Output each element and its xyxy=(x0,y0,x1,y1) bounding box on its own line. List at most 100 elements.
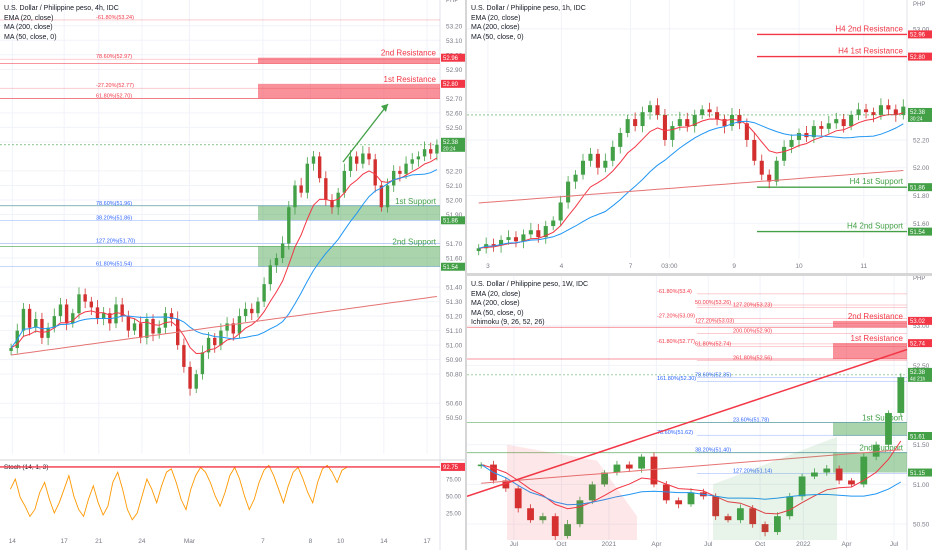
candle-body xyxy=(886,105,891,110)
candle-body xyxy=(52,316,56,328)
projection-arrow xyxy=(342,103,389,163)
price-tag-bg xyxy=(908,52,932,61)
panel-divider-vertical[interactable] xyxy=(465,0,467,550)
fib-label: -27.20%(53.09) xyxy=(657,314,695,320)
fib-label: -61.80%(53.4) xyxy=(657,289,692,295)
y-tick-label: 53.10 xyxy=(446,38,463,45)
candle-body xyxy=(885,412,892,445)
zone-label: 2nd Support xyxy=(392,237,436,246)
x-tick-label: Apr xyxy=(651,541,662,548)
candle-body xyxy=(610,146,615,161)
zone-label: 1st Support xyxy=(862,414,904,423)
chart-panel-4h[interactable]: 53.2053.1053.0052.9052.7052.6052.5052.40… xyxy=(0,0,465,550)
stoch-badge-bg xyxy=(441,462,465,471)
candle-body xyxy=(250,308,254,314)
candle-body xyxy=(893,109,898,115)
candle-body xyxy=(317,156,322,179)
y-tick-label: 51.90 xyxy=(446,212,463,219)
fib-label: 61.80%(52.70) xyxy=(96,93,132,99)
ma200-line xyxy=(478,170,904,204)
chart-4h-plot[interactable]: 53.2053.1053.0052.9052.7052.6052.5052.40… xyxy=(0,0,465,550)
price-tag-bg xyxy=(441,79,465,88)
candle-body xyxy=(761,524,769,533)
ma50-line xyxy=(478,120,904,249)
y-tick-label: 51.50 xyxy=(913,442,930,449)
last-price-countdown: 20:24 xyxy=(443,146,456,152)
candle-body xyxy=(182,345,186,367)
x-tick-label: Jul xyxy=(704,541,713,548)
y-tick-label: 52.20 xyxy=(446,168,463,175)
x-tick-label: Jul xyxy=(890,541,899,548)
zone-band xyxy=(833,452,907,473)
candle-body xyxy=(120,304,124,317)
candle-body xyxy=(361,153,365,164)
price-tag-bg xyxy=(908,227,932,236)
y-tick-label: 53.00 xyxy=(913,323,930,330)
candle-body xyxy=(872,444,880,457)
candle-body xyxy=(126,316,131,331)
candle-body xyxy=(823,468,831,473)
x-tick-label: Oct xyxy=(556,541,566,548)
candle-body xyxy=(422,149,427,157)
x-tick-label: Apr xyxy=(841,541,852,548)
candle-body xyxy=(89,301,94,308)
candle-body xyxy=(536,230,541,238)
candle-body xyxy=(145,319,149,338)
candle-body xyxy=(404,163,408,174)
candle-body xyxy=(330,199,334,208)
y-tick-label: 52.60 xyxy=(446,110,463,117)
chart-1w-plot[interactable]: 53.00 52.50 51.50 51.00 50.50 PHP Jul Oct 2021 Ap… xyxy=(467,276,932,550)
candle-body xyxy=(9,348,13,351)
level-label: H4 2nd Support xyxy=(847,222,904,231)
candle-body xyxy=(299,185,303,193)
projection-arrow-head xyxy=(381,104,388,112)
level-label: H4 1st Resistance xyxy=(838,47,903,56)
chart-panel-1h[interactable]: 53.0052.4052.2052.0051.8051.60PHP34703:0… xyxy=(467,0,932,273)
x-tick-label: 3 xyxy=(486,263,490,270)
price-tag: 52.80 xyxy=(910,55,926,61)
candle-body xyxy=(819,126,824,129)
x-tick-label: 4 xyxy=(560,263,564,270)
candle-body xyxy=(274,258,279,266)
candle-body xyxy=(513,237,519,242)
candle-body xyxy=(749,508,757,525)
channel-fill xyxy=(713,436,837,540)
x-tick-label: 03:00 xyxy=(661,263,678,270)
candle-body xyxy=(580,160,586,175)
candle-body xyxy=(114,304,118,324)
candle-body xyxy=(638,456,646,469)
fib-label: 23.60%(51.78) xyxy=(733,418,769,424)
candle-body xyxy=(336,192,340,208)
candle-body xyxy=(324,178,328,200)
candle-body xyxy=(34,319,38,328)
last-price-tag-bg xyxy=(908,367,932,382)
candle-body xyxy=(685,119,690,127)
x-tick-label: 7 xyxy=(261,538,265,545)
stoch-tick: 25.00 xyxy=(446,512,462,518)
ema-line xyxy=(10,157,438,355)
candle-body xyxy=(385,185,390,208)
zone-label: 1st Resistance xyxy=(851,334,904,343)
y-tick-label: 52.50 xyxy=(913,363,930,370)
candle-body xyxy=(856,109,861,115)
zone-band xyxy=(833,320,907,328)
chart-panel-1w[interactable]: 53.00 52.50 51.50 51.00 50.50 PHP Jul Oct 2021 Ap… xyxy=(467,276,932,550)
fib-label: 127.20%(51.14) xyxy=(733,468,772,474)
last-price-value: 52.38 xyxy=(443,140,459,146)
candle-body xyxy=(834,119,839,124)
price-tag: 51.86 xyxy=(910,185,926,191)
candle-body xyxy=(367,153,371,160)
fib-label: 78.60%(51.62) xyxy=(657,430,693,436)
candle-body xyxy=(786,496,794,517)
chart-1h-plot[interactable]: 53.0052.4052.2052.0051.8051.60PHP34703:0… xyxy=(467,0,932,273)
candle-body xyxy=(841,119,846,127)
y-tick-label: 52.50 xyxy=(446,125,463,132)
candle-body xyxy=(715,112,720,120)
price-tag-bg xyxy=(908,432,932,441)
panel-divider-horizontal[interactable] xyxy=(467,273,932,276)
zone-label: 2nd Support xyxy=(859,444,903,453)
fib-label: -61.80%(52.77) xyxy=(657,339,695,345)
candle-body xyxy=(640,112,645,127)
candle-body xyxy=(188,366,192,389)
